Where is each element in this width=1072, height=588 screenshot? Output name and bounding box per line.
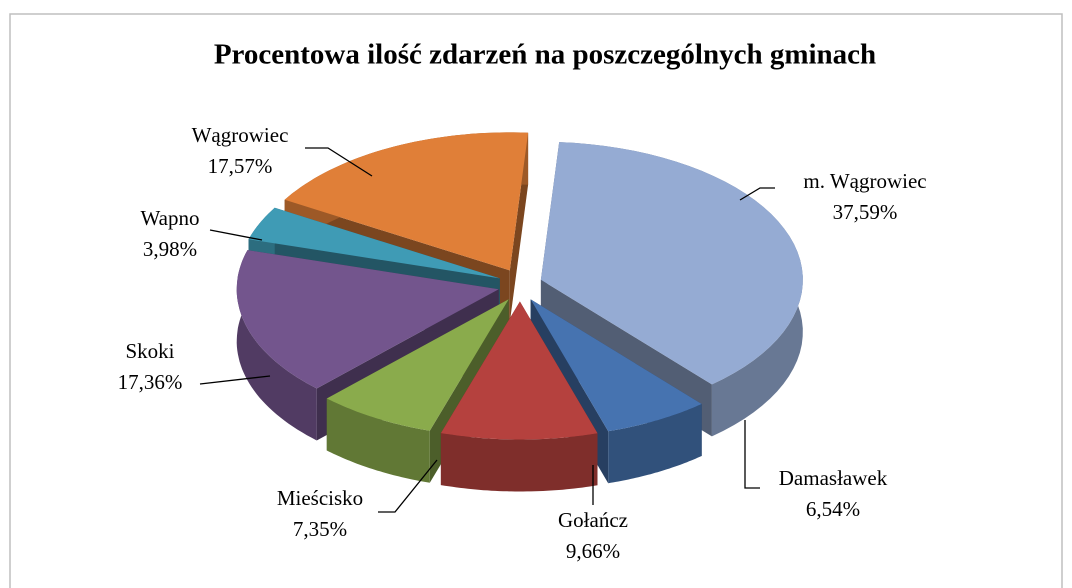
leader-line: [744, 420, 760, 489]
category-label: Skoki: [125, 339, 174, 363]
value-label: 37,59%: [833, 200, 898, 224]
chart-title: Procentowa ilość zdarzeń na poszczególny…: [214, 39, 876, 71]
value-label: 3,98%: [143, 237, 197, 261]
slice: [248, 207, 500, 279]
slice-wall: [326, 398, 430, 483]
leader-line: [305, 147, 373, 177]
slice-wall: [608, 404, 702, 484]
slice: [540, 142, 803, 385]
slice-wall: [236, 250, 317, 441]
value-label: 6,54%: [806, 497, 860, 521]
value-label: 17,36%: [118, 370, 183, 394]
value-label: 9,66%: [566, 539, 620, 563]
slice: [530, 299, 702, 432]
category-label: Gołańcz: [558, 508, 628, 532]
leader-line: [378, 459, 438, 513]
slice: [440, 301, 598, 440]
leader-line: [199, 375, 271, 385]
category-label: Mieścisko: [277, 486, 363, 510]
category-label: m. Wągrowiec: [803, 169, 926, 193]
leader-line: [739, 187, 775, 201]
leader-line: [209, 229, 263, 241]
value-label: 17,57%: [208, 154, 273, 178]
slice: [284, 132, 529, 271]
category-label: Wapno: [141, 206, 200, 230]
slice: [326, 299, 509, 431]
category-label: Damasławek: [779, 466, 888, 490]
slice-group: [440, 301, 598, 492]
slice: [236, 250, 499, 389]
chart-frame: [9, 13, 1063, 588]
value-label: 7,35%: [293, 517, 347, 541]
category-label: Wągrowiec: [192, 123, 289, 147]
slice-wall: [440, 433, 598, 492]
